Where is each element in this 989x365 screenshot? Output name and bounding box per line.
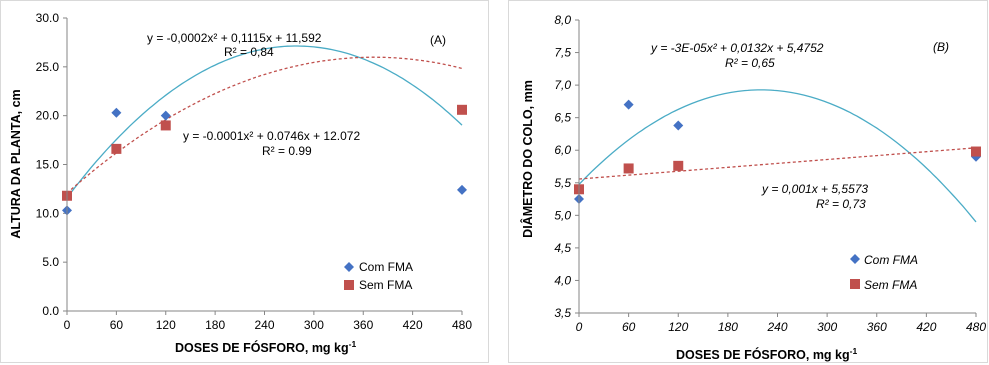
- chart-a-x-axis-title-sup: -1: [349, 339, 357, 349]
- chart-b-point-sem-fma: [623, 163, 634, 174]
- chart-a-x-tick-label: 120: [156, 318, 176, 332]
- chart-a-y-tick-label: 20.0: [36, 109, 60, 123]
- chart-a-x-tick-label: 480: [452, 318, 472, 332]
- chart-b-r2-sem: R² = 0,73: [816, 197, 866, 211]
- chart-a-x-axis-title: DOSES DE FÓSFORO, mg kg-1: [175, 339, 356, 355]
- chart-a-y-tick-label: 30.0: [36, 11, 60, 25]
- chart-a-equation-sem: y = -0.0001x² + 0.0746x + 12.072: [183, 129, 360, 143]
- chart-a-x-axis-title-text: DOSES DE FÓSFORO, mg kg: [175, 340, 349, 355]
- chart-b-equation-sem: y = 0,001x + 5,5573: [761, 182, 868, 196]
- chart-b-x-tick-label: 240: [766, 320, 787, 334]
- chart-a-point-com-fma: [160, 110, 171, 121]
- chart-a-border: [0, 0, 489, 363]
- chart-a-equation-com: y = -0,0002x² + 0,1115x + 11,592: [147, 31, 322, 45]
- chart-a-x-tick-label: 420: [403, 318, 423, 332]
- chart-b-x-axis-title: DOSES DE FÓSFORO, mg kg-1: [676, 346, 857, 362]
- chart-b-y-tick-label: 8,0: [554, 13, 571, 27]
- chart-b-legend-marker-sem: [850, 279, 860, 289]
- chart-b-legend-label-sem: Sem FMA: [864, 278, 917, 292]
- chart-b-x-axis-title-sup: -1: [850, 346, 858, 356]
- chart-b-x-tick-label: 300: [817, 320, 837, 334]
- chart-a-legend-label-sem: Sem FMA: [359, 278, 412, 292]
- chart-b-trendline-sem-fma: [578, 147, 977, 180]
- chart-a-x-tick-label: 360: [353, 318, 373, 332]
- chart-a-trendline-com-fma: [66, 45, 463, 199]
- chart-a-point-sem-fma: [457, 104, 467, 115]
- chart-b-y-axis-title: DIÂMETRO DO COLO, mm: [520, 80, 535, 238]
- chart-a-y-tick-label: 25.0: [36, 60, 60, 74]
- chart-a-y-tick-label: 0.0: [42, 304, 59, 318]
- chart-a-panel-label: (A): [430, 33, 446, 47]
- chart-a-legend-label-com: Com FMA: [359, 260, 413, 274]
- chart-a-x-tick-label: 300: [304, 318, 324, 332]
- chart-b-y-tick-label: 5,0: [554, 208, 571, 222]
- chart-b-panel-label: (B): [933, 40, 949, 54]
- chart-b-border: [508, 0, 988, 363]
- chart-b-legend-marker-com: [850, 254, 860, 264]
- chart-a-trendline-sem-fma: [66, 56, 463, 194]
- chart-b-point-sem-fma: [673, 160, 684, 171]
- chart-b-point-sem-fma: [971, 146, 981, 157]
- chart-a-r2-com: R² = 0,84: [224, 45, 274, 59]
- chart-b-legend: Com FMA Sem FMA: [850, 253, 918, 292]
- chart-b-x-tick-label: 360: [867, 320, 887, 334]
- chart-b-point-com-fma: [623, 99, 634, 110]
- chart-b-equation-com: y = -3E-05x² + 0,0132x + 5,4752: [650, 41, 824, 55]
- chart-b-r2-com: R² = 0,65: [725, 56, 775, 70]
- chart-a-point-com-fma: [111, 107, 122, 118]
- chart-b-y-tick-label: 6,5: [554, 111, 571, 125]
- chart-b-x-tick-label: 0: [576, 320, 583, 334]
- chart-b-y-tick-label: 6,0: [554, 143, 571, 157]
- chart-a-x-tick-label: 240: [254, 318, 274, 332]
- chart-b-x-tick-label: 60: [622, 320, 636, 334]
- chart-b-legend-label-com: Com FMA: [864, 253, 918, 267]
- chart-a-legend: Com FMA Sem FMA: [344, 260, 413, 292]
- chart-a-y-tick-label: 15.0: [36, 158, 60, 172]
- chart-a-point-sem-fma: [160, 120, 171, 131]
- chart-b-y-tick-label: 5,5: [554, 176, 571, 190]
- chart-a-y-tick-label: 10.0: [36, 206, 60, 220]
- chart-b-y-tick-label: 3,5: [554, 306, 571, 320]
- chart-b-x-tick-label: 180: [718, 320, 738, 334]
- chart-b-point-com-fma: [673, 120, 684, 131]
- chart-b-y-tick-label: 4,0: [554, 273, 571, 287]
- chart-a-y-axis-title: ALTURA DA PLANTA, cm: [9, 89, 23, 238]
- chart-a-point-sem-fma: [111, 143, 122, 154]
- chart-b-y-tick-label: 7,5: [554, 46, 571, 60]
- chart-a-r2-sem: R² = 0.99: [262, 144, 312, 158]
- chart-b-x-tick-label: 120: [668, 320, 688, 334]
- chart-a-x-tick-label: 60: [110, 318, 124, 332]
- chart-b-x-tick-label: 480: [966, 320, 986, 334]
- chart-a: 0.0 5.0 10.0 15.0 20.0 25.0 30.0 0 60 120 180 240 30…: [0, 0, 489, 363]
- chart-a-legend-marker-com: [344, 262, 354, 272]
- chart-b-y-tick-label: 7,0: [554, 78, 571, 92]
- chart-a-legend-marker-sem: [344, 280, 354, 290]
- chart-b: 3,5 4,0 4,5 5,0 5,5 6,0 6,5 7,0 7,5 8,0 0 60 120 180 2…: [508, 0, 988, 363]
- chart-b-y-tick-label: 4,5: [554, 241, 571, 255]
- chart-b-x-axis-title-text: DOSES DE FÓSFORO, mg kg: [676, 347, 850, 362]
- chart-b-x-tick-label: 420: [916, 320, 936, 334]
- chart-a-x-tick-label: 180: [205, 318, 225, 332]
- chart-a-x-tick-label: 0: [64, 318, 71, 332]
- chart-a-point-com-fma: [457, 184, 467, 195]
- chart-a-y-tick-label: 5.0: [42, 255, 59, 269]
